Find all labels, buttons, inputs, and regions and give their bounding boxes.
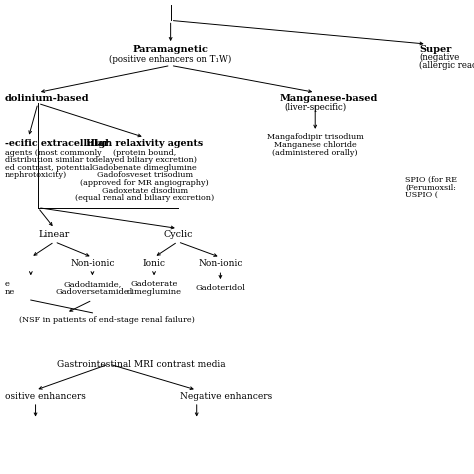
Text: (equal renal and biliary excretion): (equal renal and biliary excretion) <box>75 194 214 202</box>
Text: ositive enhancers: ositive enhancers <box>5 392 86 401</box>
Text: Gadoxetate disodium: Gadoxetate disodium <box>101 187 188 194</box>
Text: Gadoteridol: Gadoteridol <box>195 284 246 292</box>
Text: ne: ne <box>5 289 15 296</box>
Text: Super: Super <box>419 46 452 54</box>
Text: dimeglumine: dimeglumine <box>127 289 182 296</box>
Text: High relaxivity agents: High relaxivity agents <box>86 139 203 148</box>
Text: (administered orally): (administered orally) <box>273 149 358 156</box>
Text: distribution similar to: distribution similar to <box>5 156 94 164</box>
Text: Ionic: Ionic <box>143 259 165 267</box>
Text: Gadobenate dimeglumine: Gadobenate dimeglumine <box>92 164 197 172</box>
Text: Paramagnetic: Paramagnetic <box>133 46 209 54</box>
Text: (liver-specific): (liver-specific) <box>284 103 346 112</box>
Text: Manganese chloride: Manganese chloride <box>274 141 356 149</box>
Text: Cyclic: Cyclic <box>163 230 192 239</box>
Text: Gadodiamide,: Gadodiamide, <box>64 281 121 288</box>
Text: -ecific extracellular: -ecific extracellular <box>5 139 109 148</box>
Text: (approved for MR angiography): (approved for MR angiography) <box>80 179 209 187</box>
Text: ed contrast, potential: ed contrast, potential <box>5 164 92 172</box>
Text: Non-ionic: Non-ionic <box>70 259 115 267</box>
Text: USPIO (: USPIO ( <box>405 191 438 199</box>
Text: Gadoversetamide: Gadoversetamide <box>55 289 129 296</box>
Text: (Ferumoxsil:: (Ferumoxsil: <box>405 184 456 191</box>
Text: e: e <box>5 281 9 288</box>
Text: Gadofosveset trisodium: Gadofosveset trisodium <box>97 172 192 179</box>
Text: (protein bound,: (protein bound, <box>113 149 176 156</box>
Text: agents (most commonly: agents (most commonly <box>5 149 101 156</box>
Text: (positive enhancers on T₁W): (positive enhancers on T₁W) <box>109 55 232 64</box>
Text: Negative enhancers: Negative enhancers <box>180 392 273 401</box>
Text: delayed biliary excretion): delayed biliary excretion) <box>92 156 197 164</box>
Text: nephrotoxicity): nephrotoxicity) <box>5 172 67 179</box>
Text: Mangafodipir trisodium: Mangafodipir trisodium <box>267 134 364 141</box>
Text: SPIO (for RE: SPIO (for RE <box>405 176 457 184</box>
Text: Linear: Linear <box>39 230 70 239</box>
Text: Non-ionic: Non-ionic <box>198 259 243 267</box>
Text: Manganese-based: Manganese-based <box>280 94 378 103</box>
Text: dolinium-based: dolinium-based <box>5 94 90 103</box>
Text: Gastrointestinal MRI contrast media: Gastrointestinal MRI contrast media <box>57 360 226 368</box>
Text: (NSF in patients of end-stage renal failure): (NSF in patients of end-stage renal fail… <box>19 316 195 324</box>
Text: (negative: (negative <box>419 53 460 63</box>
Text: Gadoterate: Gadoterate <box>130 281 178 288</box>
Text: (allergic reactio: (allergic reactio <box>419 61 474 71</box>
